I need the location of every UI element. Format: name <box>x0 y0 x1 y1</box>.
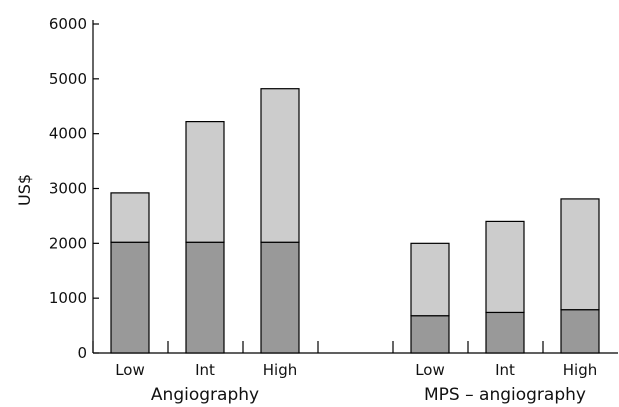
bar-segment-upper <box>110 192 150 243</box>
group-label: MPS – angiography <box>424 385 586 405</box>
x-tick-label: High <box>563 361 597 379</box>
y-tick-label: 2000 <box>49 234 87 252</box>
bar-segment-lower <box>185 241 225 354</box>
y-axis-label: US$ <box>15 174 34 206</box>
y-tick-label: 1000 <box>49 289 87 307</box>
bar-segment-upper <box>485 220 525 314</box>
y-tick-label: 0 <box>77 344 87 362</box>
x-tick-label: High <box>263 361 297 379</box>
x-tick-label: Int <box>195 361 215 379</box>
bar-segment-upper <box>560 198 600 311</box>
group-label: Angiography <box>151 385 259 405</box>
bar-segment-upper <box>185 121 225 243</box>
bar-segment-upper <box>410 242 450 317</box>
x-ticks: Low Int High Low Int High <box>92 341 597 379</box>
x-tick-label: Low <box>115 361 145 379</box>
bars <box>110 88 600 354</box>
y-tick-label: 5000 <box>49 70 87 88</box>
y-ticks: 0 1000 2000 3000 4000 5000 6000 <box>49 15 99 362</box>
bar-segment-lower <box>110 241 150 354</box>
bar-segment-lower <box>410 315 450 354</box>
axes <box>92 20 618 354</box>
x-tick-label: Int <box>495 361 515 379</box>
bar-segment-lower <box>260 241 300 354</box>
y-tick-label: 4000 <box>49 125 87 143</box>
y-tick-label: 6000 <box>49 15 87 33</box>
y-tick-label: 3000 <box>49 180 87 198</box>
x-tick-label: Low <box>415 361 445 379</box>
bar-segment-lower <box>485 311 525 354</box>
group-labels: Angiography MPS – angiography <box>151 385 586 405</box>
bar-segment-upper <box>260 88 300 243</box>
bar-segment-lower <box>560 309 600 354</box>
